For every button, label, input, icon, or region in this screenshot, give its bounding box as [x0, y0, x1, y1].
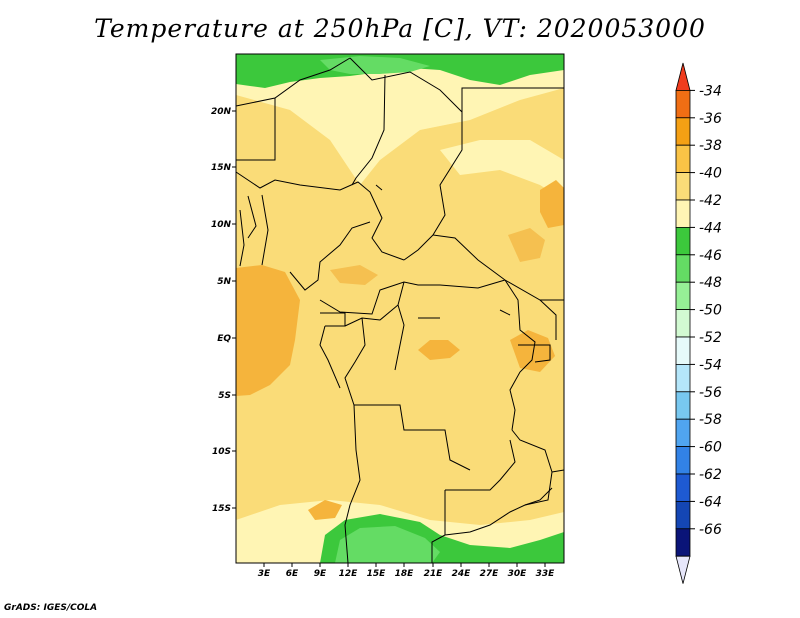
lon-label-33e: 33E	[536, 569, 556, 579]
field-orange-central	[330, 265, 378, 285]
lon-label-24e: 24E	[452, 569, 472, 579]
colorbar-swatch	[675, 90, 691, 119]
lat-label-eq: EQ	[217, 334, 231, 344]
field-orange-east-1	[540, 180, 564, 228]
field-light-green-south	[335, 526, 440, 563]
colorbar-swatch	[675, 473, 691, 502]
colorbar-label: -64	[699, 494, 722, 510]
colorbar-label: -54	[699, 357, 722, 373]
lat-label-10n: 10N	[211, 220, 232, 230]
colorbar-label: -62	[699, 467, 722, 483]
lat-label-10s: 10S	[212, 447, 231, 457]
field-light-yellow-north	[236, 54, 564, 185]
lat-label-20n: 20N	[211, 107, 232, 117]
colorbar-label: -66	[699, 522, 722, 538]
colorbar-label: -44	[699, 220, 722, 236]
field-orange-west	[236, 265, 300, 396]
colorbar-label: -58	[699, 412, 722, 428]
colorbar-label: -38	[699, 138, 722, 154]
lon-label-27e: 27E	[480, 569, 500, 579]
lon-label-6e: 6E	[286, 569, 299, 579]
colorbar-label: -40	[699, 166, 722, 182]
lat-label-15n: 15N	[211, 163, 232, 173]
colorbar-label: -52	[699, 330, 722, 346]
lon-label-12e: 12E	[339, 569, 359, 579]
colorbar-bottom-triangle	[675, 555, 691, 584]
lon-label-18e: 18E	[395, 569, 415, 579]
colorbar-label: -34	[699, 83, 722, 99]
lon-label-30e: 30E	[508, 569, 528, 579]
colorbar-swatch	[675, 226, 691, 256]
lon-label-3e: 3E	[258, 569, 271, 579]
colorbar-label: -60	[699, 440, 722, 456]
colorbar-label: -36	[699, 111, 722, 127]
colorbar-label: -50	[699, 303, 722, 319]
colorbar-label: -42	[699, 193, 722, 209]
country-borders	[235, 57, 565, 564]
colorbar-swatch	[675, 336, 691, 365]
colorbar-swatch	[675, 309, 691, 338]
colorbar-swatch	[675, 144, 691, 173]
field-orange-south	[308, 500, 342, 520]
field-green-north	[236, 54, 564, 88]
lon-label-21e: 21E	[424, 569, 444, 579]
lat-ticks: 20N 15N 10N 5N EQ 5S 10S 15S	[211, 107, 236, 514]
lon-ticks: 3E 6E 9E 12E 15E 18E 21E 24E 27E 30E 33E	[258, 563, 555, 579]
colorbar-swatch	[675, 418, 691, 448]
colorbar-swatch	[675, 281, 691, 311]
field-light-green-north	[320, 56, 430, 74]
field-orange-east-2	[510, 330, 555, 372]
lat-label-5n: 5N	[217, 277, 231, 287]
field-orange-ne	[508, 228, 545, 262]
colorbar-top-triangle	[675, 62, 691, 91]
colorbar-label: -56	[699, 385, 722, 401]
colorbar-swatch	[675, 446, 691, 475]
map-frame	[235, 53, 565, 564]
field-orange-congo	[418, 340, 460, 360]
lon-label-9e: 9E	[314, 569, 327, 579]
colorbar-label: -46	[699, 248, 722, 264]
colorbar-swatch	[675, 528, 691, 557]
colorbar-swatch	[675, 254, 691, 283]
grads-credit: GrADS: IGES/COLA	[4, 603, 98, 613]
field-light-yellow-east	[440, 140, 564, 200]
colorbar-label: -48	[699, 275, 722, 291]
lon-label-15e: 15E	[367, 569, 387, 579]
colorbar-swatch	[675, 363, 691, 393]
map-title: Temperature at 250hPa [C], VT: 202005300…	[94, 14, 706, 43]
colorbar-swatch	[675, 199, 691, 228]
colorbar-swatch	[675, 391, 691, 420]
colorbar: -34 -36 -38 -40 -42 -44 -46 -48 -50 -52 -54 -56 -58 -…	[675, 62, 722, 584]
colorbar-swatch	[675, 500, 691, 530]
colorbar-swatch	[675, 172, 691, 201]
lat-label-15s: 15S	[212, 504, 231, 514]
lat-label-5s: 5S	[218, 391, 231, 401]
colorbar-swatch	[675, 117, 691, 146]
